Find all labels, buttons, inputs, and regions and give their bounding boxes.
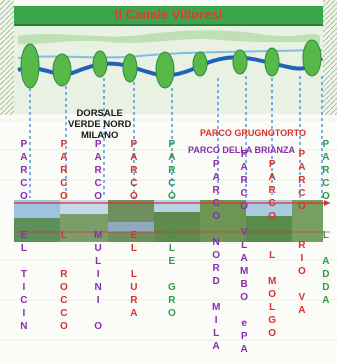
column-5: P A R C O L L E G R O (168, 139, 176, 319)
label-parco-grugnotorto: PARCO GRUGNOTORTO (200, 128, 307, 138)
column-8: P A R C O L M O L G O (268, 159, 277, 339)
column-4: P A R C O E L L U R A (130, 139, 138, 319)
label-parco-brianza: PARCO DELLA BRIANZA (188, 145, 295, 155)
page-title: Il Canale Villoresi (114, 7, 223, 22)
column-9: P A R C O R I O V A (298, 149, 306, 316)
left-hatch-panel (0, 0, 14, 115)
column-6: P A R C O N O R D M I L A (212, 159, 221, 352)
title-banner: Il Canale Villoresi (14, 6, 323, 26)
column-7: P A R C O V L A M B O e P A (240, 149, 249, 355)
photo-strip (14, 200, 323, 242)
column-1: P A R C O E L T I C I N (20, 139, 28, 332)
column-3: P A R C O M U L I N I O (94, 139, 103, 332)
label-dorsale: DORSALE VERDE NORD MILANO (68, 108, 132, 141)
column-10: P A R C O L A D D A (322, 139, 330, 306)
right-hatch-panel (323, 0, 337, 115)
column-2: P A R C O L R O C C O (60, 139, 68, 332)
